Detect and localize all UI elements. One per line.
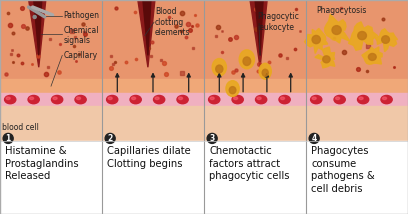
Polygon shape bbox=[315, 47, 335, 68]
Text: Phagocytes
consume
pathogens &
cell debris: Phagocytes consume pathogens & cell debr… bbox=[311, 146, 375, 193]
Ellipse shape bbox=[130, 95, 141, 104]
Ellipse shape bbox=[210, 97, 214, 100]
Ellipse shape bbox=[4, 95, 16, 104]
Text: 3: 3 bbox=[210, 134, 215, 143]
Text: Chemotactic
factors attract
phagocytic cells: Chemotactic factors attract phagocytic c… bbox=[209, 146, 290, 181]
Text: 4: 4 bbox=[312, 134, 317, 143]
Text: Blood
clotting
elements: Blood clotting elements bbox=[155, 7, 191, 37]
Ellipse shape bbox=[312, 36, 320, 44]
Ellipse shape bbox=[208, 95, 220, 104]
Ellipse shape bbox=[243, 57, 251, 65]
Polygon shape bbox=[305, 28, 328, 54]
Circle shape bbox=[309, 133, 319, 143]
Text: 1: 1 bbox=[6, 134, 11, 143]
Text: 2: 2 bbox=[108, 134, 113, 143]
Text: Capillary: Capillary bbox=[63, 51, 98, 60]
Ellipse shape bbox=[358, 31, 366, 40]
Bar bbox=[306, 79, 408, 93]
Bar bbox=[0, 79, 102, 93]
Ellipse shape bbox=[335, 97, 339, 100]
Ellipse shape bbox=[312, 97, 316, 100]
Ellipse shape bbox=[381, 36, 390, 43]
Ellipse shape bbox=[108, 97, 112, 100]
Ellipse shape bbox=[239, 50, 255, 69]
Ellipse shape bbox=[233, 97, 237, 100]
Ellipse shape bbox=[280, 97, 284, 100]
Ellipse shape bbox=[334, 95, 345, 104]
Bar bbox=[102, 106, 204, 141]
Bar bbox=[204, 0, 306, 79]
Ellipse shape bbox=[332, 26, 341, 34]
Ellipse shape bbox=[382, 97, 386, 100]
Ellipse shape bbox=[226, 81, 239, 97]
Polygon shape bbox=[33, 0, 42, 55]
Bar bbox=[102, 0, 204, 79]
Polygon shape bbox=[348, 22, 377, 50]
Polygon shape bbox=[375, 29, 397, 52]
Bar bbox=[306, 93, 408, 106]
Ellipse shape bbox=[75, 95, 86, 104]
Ellipse shape bbox=[30, 97, 33, 100]
Bar bbox=[0, 0, 102, 79]
Ellipse shape bbox=[131, 97, 135, 100]
Ellipse shape bbox=[53, 97, 57, 100]
Bar bbox=[0, 141, 408, 214]
Ellipse shape bbox=[359, 97, 363, 100]
Text: Pathogen: Pathogen bbox=[63, 11, 99, 20]
Circle shape bbox=[207, 133, 217, 143]
Text: Capillaries dilate
Clotting begins: Capillaries dilate Clotting begins bbox=[107, 146, 191, 169]
Bar bbox=[204, 93, 306, 106]
Ellipse shape bbox=[6, 97, 10, 100]
Ellipse shape bbox=[51, 95, 63, 104]
Circle shape bbox=[3, 133, 13, 143]
Polygon shape bbox=[250, 0, 267, 67]
Bar bbox=[0, 93, 102, 106]
Ellipse shape bbox=[76, 97, 80, 100]
Ellipse shape bbox=[106, 95, 118, 104]
Ellipse shape bbox=[28, 95, 39, 104]
Bar bbox=[102, 0, 204, 141]
Ellipse shape bbox=[255, 95, 267, 104]
Bar bbox=[204, 0, 306, 141]
Text: blood cell: blood cell bbox=[2, 123, 39, 132]
Text: Phagocytic
leukocyte: Phagocytic leukocyte bbox=[257, 12, 299, 32]
Ellipse shape bbox=[262, 69, 268, 76]
Ellipse shape bbox=[323, 56, 330, 63]
Ellipse shape bbox=[259, 63, 271, 79]
Polygon shape bbox=[255, 0, 263, 55]
Polygon shape bbox=[362, 47, 382, 64]
Ellipse shape bbox=[177, 95, 188, 104]
Text: Histamine &
Prostaglandins
Released: Histamine & Prostaglandins Released bbox=[5, 146, 79, 181]
Polygon shape bbox=[325, 14, 350, 43]
Bar bbox=[0, 0, 102, 141]
Bar bbox=[204, 79, 306, 93]
Bar bbox=[0, 106, 102, 141]
Bar bbox=[204, 106, 306, 141]
Ellipse shape bbox=[155, 97, 159, 100]
Bar bbox=[306, 0, 408, 79]
Bar bbox=[102, 79, 204, 93]
Text: Phagocytosis: Phagocytosis bbox=[317, 6, 367, 15]
Ellipse shape bbox=[357, 95, 369, 104]
Ellipse shape bbox=[229, 87, 236, 94]
Ellipse shape bbox=[212, 59, 226, 76]
Circle shape bbox=[33, 15, 36, 18]
Text: Chemical
signals: Chemical signals bbox=[63, 26, 99, 45]
Ellipse shape bbox=[368, 54, 376, 60]
Ellipse shape bbox=[381, 95, 392, 104]
Ellipse shape bbox=[279, 95, 290, 104]
Polygon shape bbox=[138, 0, 155, 67]
Bar bbox=[306, 0, 408, 141]
Circle shape bbox=[105, 133, 115, 143]
Ellipse shape bbox=[257, 97, 261, 100]
Ellipse shape bbox=[232, 95, 243, 104]
Polygon shape bbox=[29, 0, 46, 67]
Ellipse shape bbox=[153, 95, 165, 104]
Ellipse shape bbox=[179, 97, 182, 100]
Bar bbox=[306, 106, 408, 141]
Ellipse shape bbox=[310, 95, 322, 104]
Bar bbox=[102, 93, 204, 106]
Polygon shape bbox=[143, 0, 151, 55]
Ellipse shape bbox=[216, 65, 223, 73]
